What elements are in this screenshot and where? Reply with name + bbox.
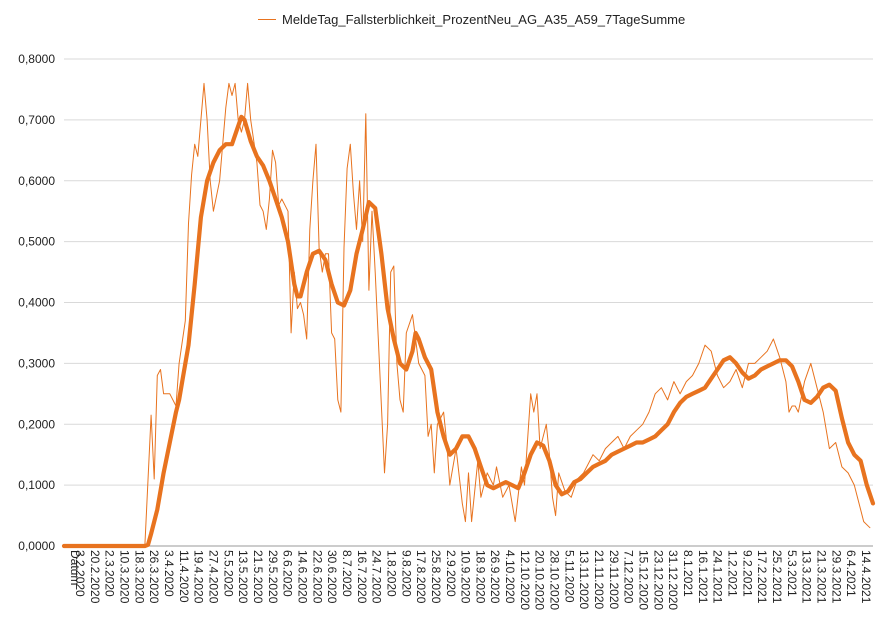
x-tick-label: 24.7.2020: [370, 550, 384, 604]
x-tick-label: 19.4.2020: [192, 550, 206, 604]
y-tick-label: 0,0000: [18, 539, 55, 553]
y-tick-label: 0,8000: [18, 52, 55, 66]
x-tick-label: 29.3.2021: [829, 550, 843, 604]
x-tick-label: 17.2.2021: [755, 550, 769, 604]
x-tick-label: 3.2.2020: [73, 550, 87, 597]
x-tick-label: 14.6.2020: [296, 550, 310, 604]
x-tick-label: 24.1.2021: [711, 550, 725, 604]
x-tick-label: 1.2.2021: [726, 550, 740, 597]
x-tick-label: 13.11.2020: [577, 550, 591, 609]
series-line-smoothed: [61, 114, 876, 549]
x-tick-label: 23.12.2020: [651, 550, 665, 610]
x-axis-label: Datum: [68, 550, 82, 585]
x-tick-label: 6.6.2020: [281, 550, 295, 597]
x-tick-label: 13.5.2020: [236, 550, 250, 604]
x-tick-label: 21.3.2021: [815, 550, 829, 604]
x-tick-label: 14.4.2021: [859, 550, 873, 604]
x-tick-label: 18.3.2020: [132, 550, 146, 604]
x-tick-label: 2.3.2020: [103, 550, 117, 597]
x-tick-label: 20.10.2020: [533, 550, 547, 610]
y-tick-label: 0,6000: [18, 174, 55, 188]
x-tick-label: 6.4.2021: [844, 550, 858, 597]
x-tick-label: 11.4.2020: [177, 550, 191, 603]
x-tick-label: 21.5.2020: [251, 550, 265, 604]
legend: MeldeTag_Fallsterblichkeit_ProzentNeu_AG…: [258, 12, 685, 27]
x-tick-label: 8.7.2020: [340, 550, 354, 597]
x-tick-label: 12.10.2020: [518, 550, 532, 610]
x-tick-label: 9.8.2020: [399, 550, 413, 597]
x-tick-label: 20.2.2020: [88, 550, 102, 604]
legend-swatch: [258, 19, 276, 20]
x-tick-label: 1.8.2020: [384, 550, 398, 597]
legend-label: MeldeTag_Fallsterblichkeit_ProzentNeu_AG…: [282, 12, 686, 27]
x-tick-label: 29.11.2020: [607, 550, 621, 609]
x-tick-label: 31.12.2020: [666, 550, 680, 610]
series-line-raw: [63, 82, 871, 547]
x-tick-label: 8.1.2021: [681, 550, 695, 597]
x-tick-label: 22.6.2020: [310, 550, 324, 604]
x-tick-label: 30.6.2020: [325, 550, 339, 604]
x-tick-label: 4.10.2020: [503, 550, 517, 604]
x-tick-label: 3.4.2020: [162, 550, 176, 597]
y-tick-label: 0,5000: [18, 235, 55, 249]
x-tick-label: 5.5.2020: [221, 550, 235, 597]
x-tick-label: 9.2.2021: [740, 550, 754, 597]
x-tick-label: 13.3.2021: [800, 550, 814, 604]
y-tick-label: 0,7000: [18, 113, 55, 127]
x-tick-label: 2.9.2020: [444, 550, 458, 597]
x-tick-label: 25.8.2020: [429, 550, 443, 604]
x-tick-label: 17.8.2020: [414, 550, 428, 604]
y-tick-label: 0,2000: [18, 417, 55, 431]
y-tick-label: 0,3000: [18, 356, 55, 370]
x-tick-label: 28.10.2020: [548, 550, 562, 610]
x-tick-label: 18.9.2020: [473, 550, 487, 604]
x-tick-label: 27.4.2020: [207, 550, 221, 604]
x-tick-label: 5.11.2020: [562, 550, 576, 603]
y-tick-label: 0,4000: [18, 296, 55, 310]
x-tick-label: 16.7.2020: [355, 550, 369, 604]
x-tick-label: 15.12.2020: [637, 550, 651, 610]
x-tick-label: 25.2.2021: [770, 550, 784, 604]
x-tick-label: 5.3.2021: [785, 550, 799, 597]
x-tick-label: 7.12.2020: [622, 550, 636, 604]
x-tick-label: 21.11.2020: [592, 550, 606, 609]
x-tick-label: 16.1.2021: [696, 550, 710, 604]
x-tick-label: 10.9.2020: [459, 550, 473, 604]
x-tick-label: 29.5.2020: [266, 550, 280, 604]
y-tick-label: 0,1000: [18, 478, 55, 492]
x-tick-label: 26.9.2020: [488, 550, 502, 604]
x-tick-label: 26.3.2020: [147, 550, 161, 604]
x-tick-label: 10.3.2020: [118, 550, 132, 604]
